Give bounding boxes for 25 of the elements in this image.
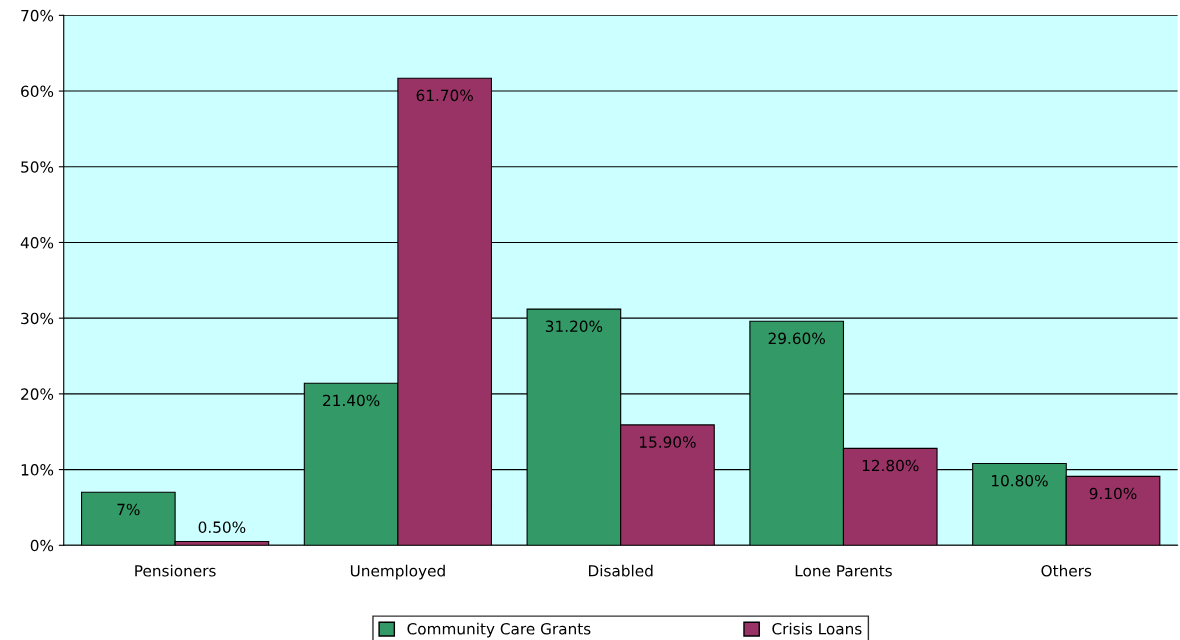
y-tick-label: 30%: [21, 312, 54, 325]
y-tick-label: 70%: [21, 9, 54, 22]
data-label: 0.50%: [198, 521, 246, 533]
data-label: 9.10%: [1089, 487, 1137, 500]
data-label: 29.60%: [768, 332, 825, 345]
x-tick-label: Disabled: [588, 564, 653, 577]
y-tick-label: 10%: [21, 464, 54, 476]
x-tick-label: Lone Parents: [795, 565, 892, 577]
y-tick-label: 50%: [21, 161, 54, 173]
x-tick-label: Others: [1041, 564, 1092, 577]
y-tick-label: 40%: [20, 236, 54, 249]
y-tick-label: 20%: [21, 388, 54, 400]
x-tick-label: Pensioners: [135, 564, 216, 577]
data-label: 10.80%: [992, 474, 1048, 487]
legend-label: Crisis Loans: [772, 622, 862, 635]
data-label: 15.90%: [640, 436, 696, 448]
data-label: 31.20%: [545, 320, 603, 333]
y-tick-label: 0%: [30, 539, 54, 552]
data-label: 7%: [117, 503, 140, 516]
data-label: 21.40%: [323, 394, 380, 407]
data-label: 12.80%: [862, 459, 919, 472]
data-label: 61.70%: [416, 89, 473, 102]
x-tick-label: Unemployed: [350, 564, 445, 580]
y-tick-label: 60%: [21, 85, 54, 98]
legend-label: Community Care Grants: [407, 622, 591, 638]
